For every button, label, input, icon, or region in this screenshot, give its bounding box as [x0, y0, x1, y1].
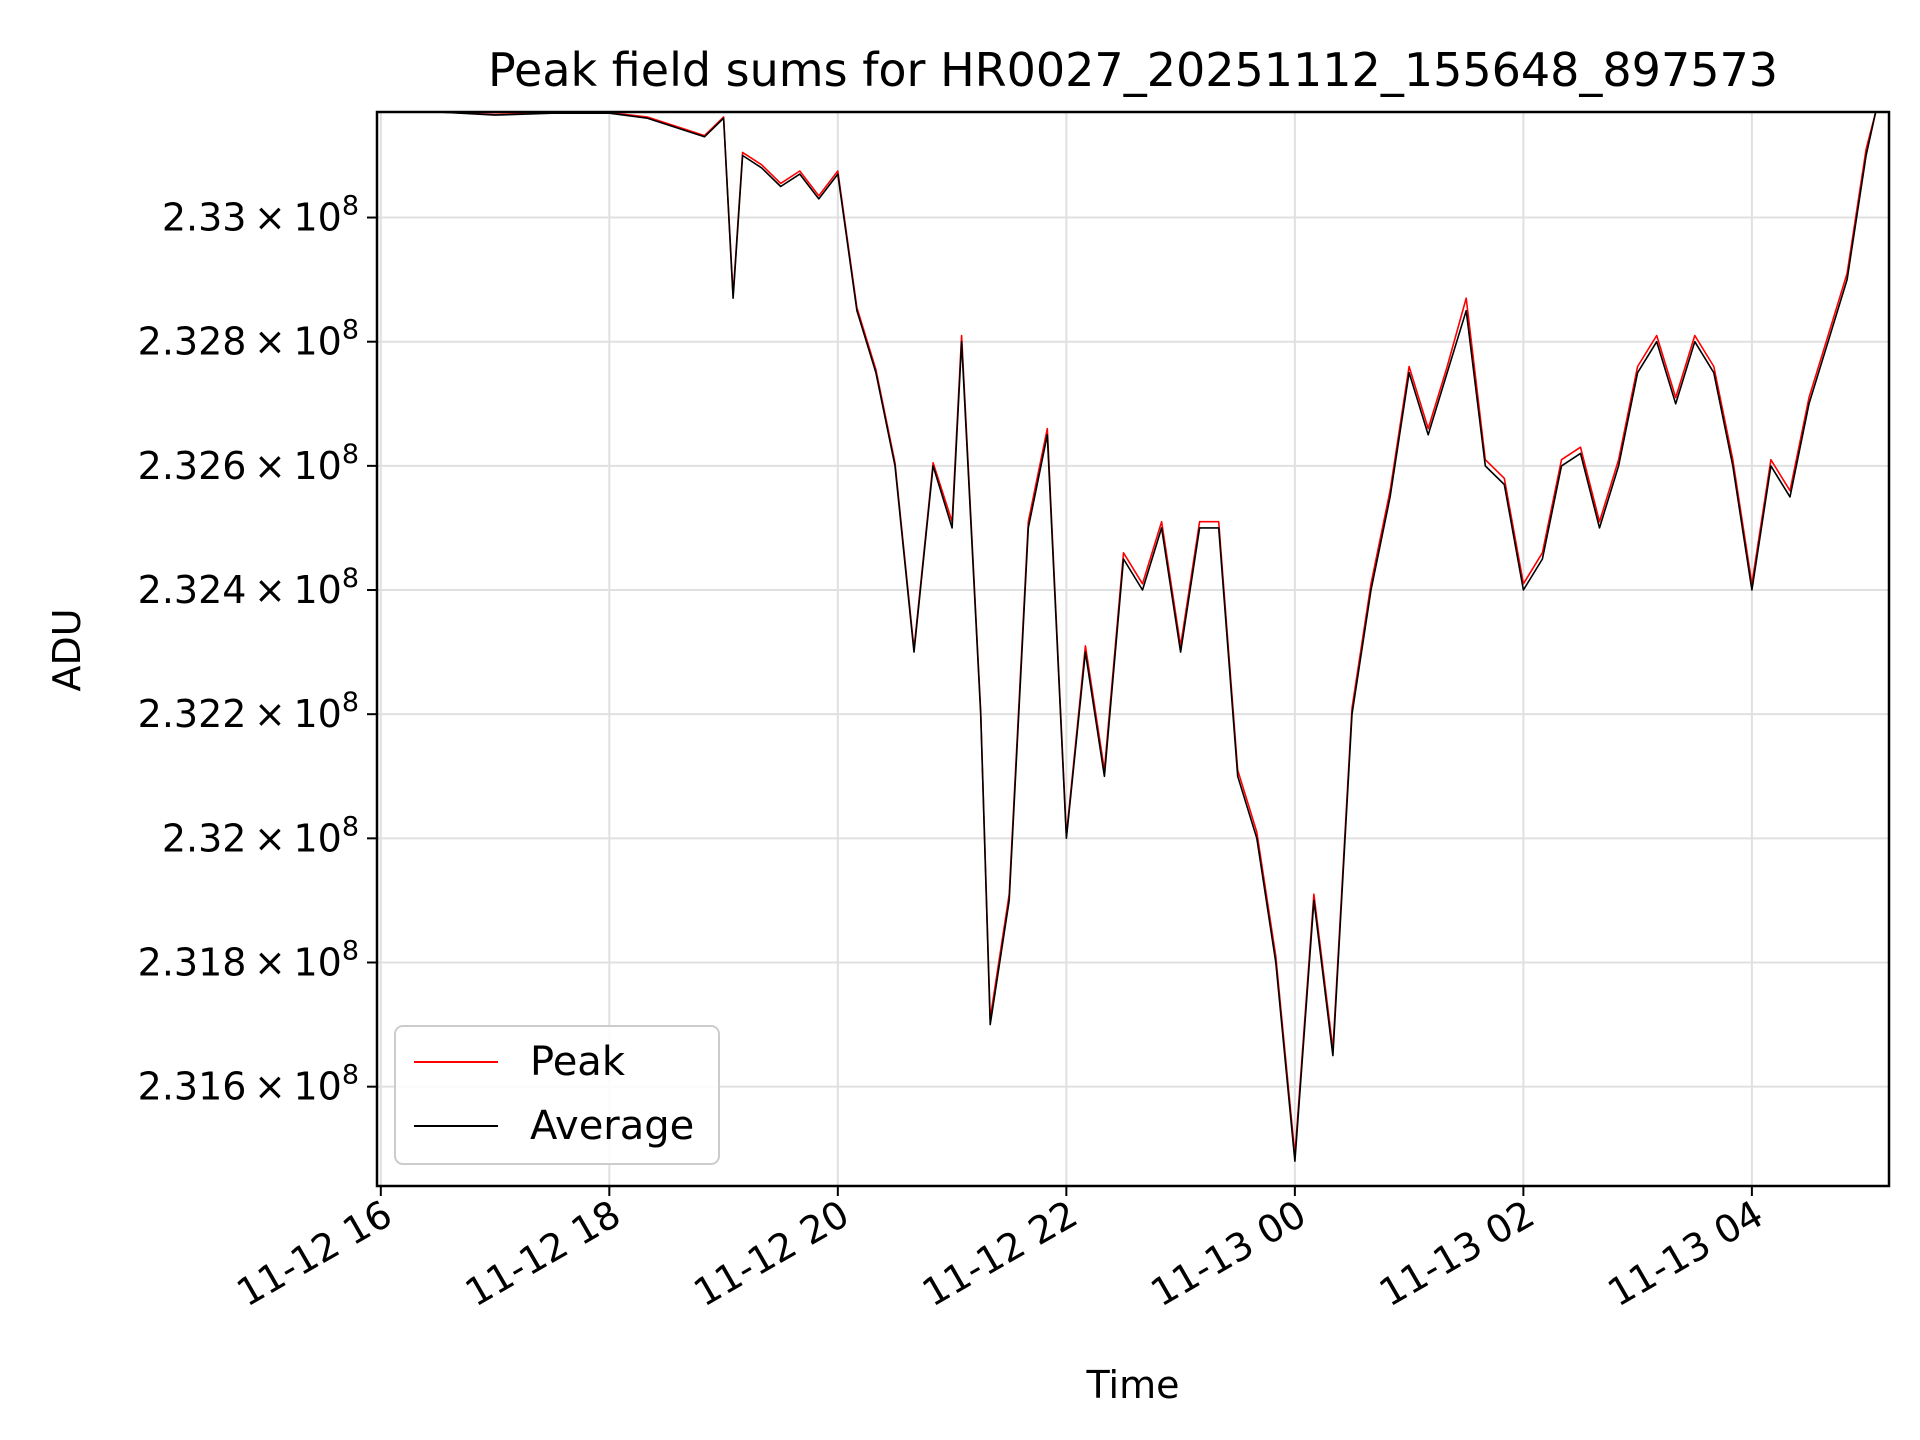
series-line-peak [377, 112, 1877, 1156]
legend-box [394, 1025, 720, 1165]
series-line-average [377, 112, 1877, 1162]
legend-label-average: Average [530, 1103, 694, 1149]
y-tick-label: 2.32 × 108 [162, 811, 359, 860]
y-tick-label: 2.33 × 108 [162, 191, 359, 240]
y-tick-label: 2.326 × 108 [138, 439, 359, 488]
grid-layer [377, 112, 1889, 1186]
plot-frame [375, 110, 1891, 1188]
legend-label-peak: Peak [530, 1039, 626, 1085]
x-axis-label: Time [1086, 1363, 1180, 1407]
series-layer [377, 112, 1877, 1162]
y-tick-label: 2.324 × 108 [138, 563, 359, 612]
y-tick-label: 2.316 × 108 [138, 1060, 359, 1109]
legend: Peak Average [394, 1025, 720, 1165]
chart-title: Peak field sums for HR0027_20251112_1556… [488, 43, 1778, 97]
y-axis-ticks: 2.316 × 108 2.318 × 108 2.32 × 108 2.322 × … [138, 191, 377, 1109]
y-tick-label: 2.322 × 108 [138, 687, 359, 736]
y-tick-label: 2.318 × 108 [138, 936, 359, 985]
y-axis-label: ADU [45, 608, 89, 691]
y-tick-label: 2.328 × 108 [138, 315, 359, 364]
